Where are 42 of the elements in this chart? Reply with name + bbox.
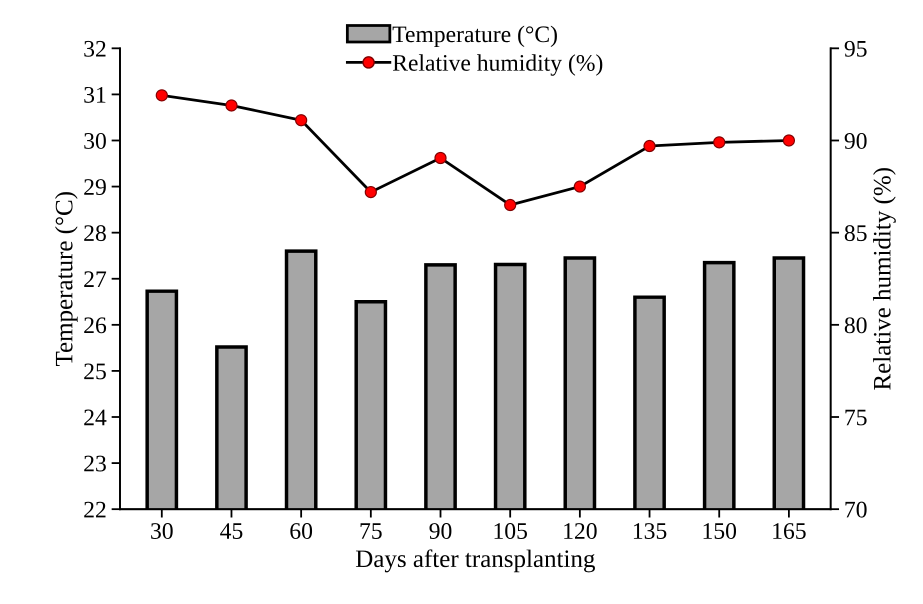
y2-tick-label: 75 [845, 410, 867, 426]
point [364, 186, 377, 198]
x-tick-label: 60 [290, 523, 312, 539]
y-tick-label: 27 [84, 271, 106, 287]
x-tick-label: 105 [494, 523, 527, 539]
y2-tick-label: 95 [844, 40, 867, 57]
point [156, 89, 168, 102]
x-tick-label: 150 [704, 523, 736, 539]
point [782, 134, 796, 147]
y2-tick-label: 70 [845, 502, 867, 518]
point [225, 99, 238, 112]
y2-axis-title: Relative humidity (%) [873, 168, 896, 390]
point [504, 198, 516, 212]
y2-tick-label: 80 [844, 317, 867, 334]
x-tick-label: 120 [564, 523, 597, 539]
point [643, 140, 656, 152]
x-tick-label: 90 [429, 523, 452, 539]
y-tick-label: 30 [84, 132, 106, 149]
legend-label: Temperature (°C) [392, 26, 557, 48]
y-tick-label: 23 [84, 456, 106, 472]
x-tick-label: 165 [773, 523, 806, 539]
y-tick-label: 22 [84, 502, 106, 518]
y-tick-label: 24 [84, 410, 106, 426]
y-tick-label: 29 [84, 179, 106, 195]
y-tick-label: 25 [84, 363, 106, 380]
x-tick-label: 75 [360, 523, 382, 539]
y-tick-label: 28 [84, 225, 106, 242]
x-tick-label: 45 [220, 523, 242, 539]
y-tick-label: 31 [84, 86, 106, 103]
y2-tick-label: 90 [844, 132, 867, 149]
y-axis-title: Temperature (°C) [54, 192, 78, 366]
legend-label: Relative humidity (%) [392, 54, 602, 76]
y-tick-label: 32 [84, 40, 106, 57]
x-tick-label: 135 [634, 523, 666, 539]
point [574, 180, 586, 193]
x-tick-label: 30 [151, 523, 173, 539]
y2-tick-label: 85 [844, 225, 867, 242]
x-axis-title: Days after transplanting [356, 549, 595, 572]
point [295, 114, 308, 126]
point [434, 152, 447, 164]
point [713, 136, 726, 148]
y-tick-label: 26 [84, 317, 106, 334]
